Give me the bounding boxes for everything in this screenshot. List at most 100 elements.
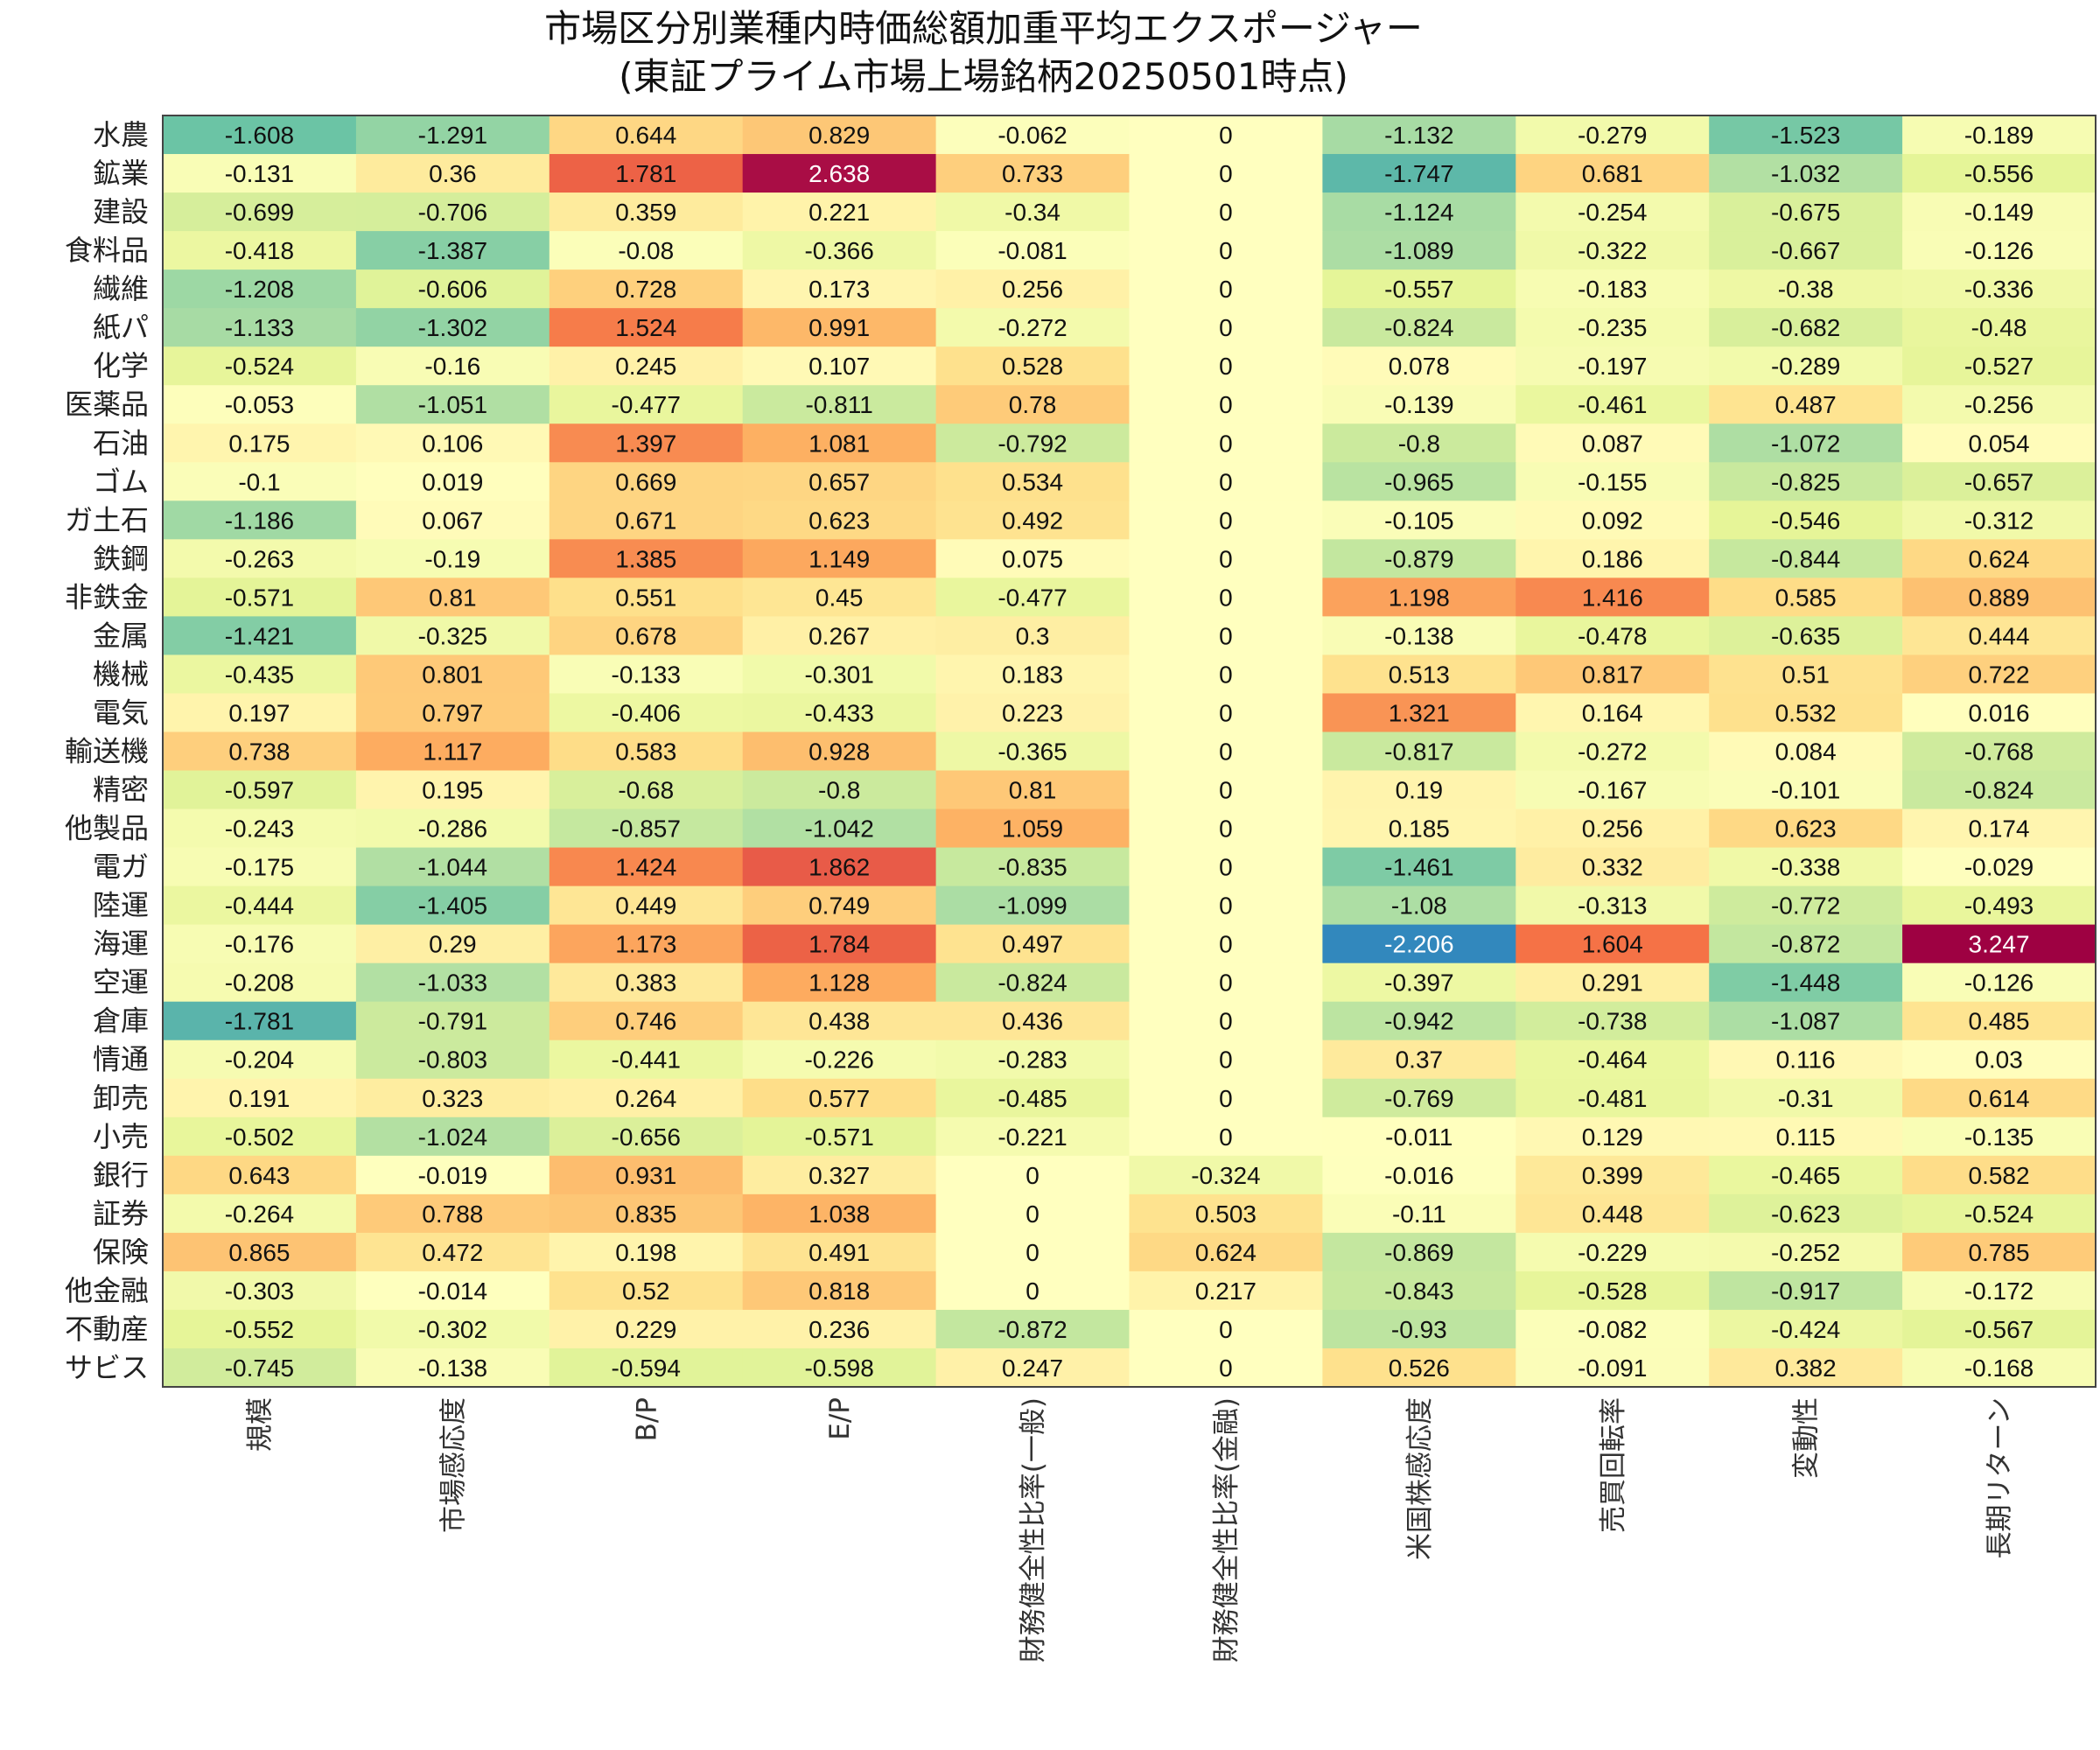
cell-value-label: 0.327 <box>808 1162 870 1189</box>
cell-value-label: -1.124 <box>1384 199 1453 226</box>
cell-value-label: -0.444 <box>225 892 294 920</box>
cell-value-label: -0.464 <box>1578 1046 1647 1074</box>
row-label: 情通 <box>93 1043 149 1076</box>
heatmap-cell <box>1322 116 1516 155</box>
cell-value-label: -0.433 <box>804 699 873 726</box>
heatmap-cell <box>742 500 937 540</box>
cell-value-label: 0.438 <box>808 1008 870 1035</box>
cell-value-label: 0.657 <box>808 468 870 495</box>
cell-value-label: 0.197 <box>228 699 290 726</box>
cell-value-label: 0.623 <box>808 507 870 534</box>
cell-value-label: 0.019 <box>422 468 483 495</box>
cell-value-label: -1.089 <box>1384 237 1453 264</box>
cell-value-label: -0.175 <box>225 854 294 881</box>
cell-value-label: 0.256 <box>1582 816 1643 843</box>
cell-value-label: -1.033 <box>418 970 487 997</box>
cell-value-label: -1.291 <box>418 122 487 149</box>
cell-value-label: -0.524 <box>1964 1200 2034 1228</box>
cell-value-label: -0.528 <box>1578 1278 1647 1305</box>
cell-value-label: -0.485 <box>998 1085 1067 1112</box>
cell-value-label: -0.477 <box>998 584 1067 611</box>
heatmap-cell <box>935 308 1130 347</box>
heatmap-cell <box>1516 616 1710 656</box>
row-label: 他製品 <box>65 812 149 845</box>
cell-value-label: -1.032 <box>1771 160 1840 187</box>
cell-value-label: -0.477 <box>612 391 681 418</box>
heatmap-cell <box>163 154 357 193</box>
row-label: 電気 <box>93 696 149 729</box>
heatmap-cell <box>355 1232 550 1272</box>
heatmap-cell <box>935 424 1130 463</box>
cell-value-label: 1.862 <box>808 854 870 881</box>
heatmap-cell <box>355 1001 550 1041</box>
cell-value-label: -0.325 <box>418 622 487 649</box>
heatmap-cell <box>1902 654 2096 695</box>
heatmap-cell <box>1322 578 1516 617</box>
heatmap-cell <box>1709 154 1903 193</box>
heatmap-cell <box>935 654 1130 695</box>
heatmap-cell <box>355 578 550 617</box>
heatmap-cell <box>1709 924 1903 964</box>
heatmap-cell <box>1902 924 2096 964</box>
heatmap-cell <box>1516 308 1710 347</box>
cell-value-label: -0.792 <box>998 430 1067 457</box>
heatmap-cell <box>1709 270 1903 309</box>
cell-value-label: 0 <box>1219 1008 1233 1035</box>
cell-value-label: 0 <box>1219 237 1233 264</box>
cell-value-label: -1.747 <box>1384 160 1453 187</box>
heatmap-cell <box>1709 231 1903 270</box>
cell-value-label: 0.78 <box>1009 391 1057 418</box>
cell-value-label: 1.385 <box>615 545 676 572</box>
heatmap-cell <box>742 808 937 849</box>
cell-value-label: 0.37 <box>1396 1046 1444 1074</box>
heatmap-cell <box>549 1116 744 1157</box>
heatmap-cell <box>1709 500 1903 540</box>
cell-value-label: -0.101 <box>1771 777 1840 804</box>
cell-value-label: -0.029 <box>1964 854 2034 881</box>
heatmap-cell <box>355 1116 550 1157</box>
cell-value-label: 0.067 <box>422 507 483 534</box>
row-label: 鉄鋼 <box>93 542 149 575</box>
heatmap-cell <box>1902 770 2096 810</box>
cell-value-label: 0.129 <box>1582 1124 1643 1151</box>
heatmap-cell <box>742 116 937 155</box>
heatmap-cell <box>1129 654 1323 695</box>
heatmap-cell <box>1129 462 1323 501</box>
heatmap-cell <box>1709 1348 1903 1388</box>
heatmap-cell <box>549 1309 744 1349</box>
cell-value-label: 0 <box>1219 970 1233 997</box>
column-label: 長期リターン <box>1984 1397 2016 1558</box>
heatmap-cell <box>1322 1232 1516 1272</box>
cell-value-label: -2.206 <box>1384 931 1453 958</box>
cell-value-label: 1.321 <box>1389 699 1450 726</box>
heatmap-cell <box>1902 231 2096 270</box>
heatmap-cell <box>1516 886 1710 926</box>
heatmap-cell <box>742 1078 937 1118</box>
heatmap-cell <box>1516 116 1710 155</box>
cell-value-label: 0.247 <box>1002 1354 1063 1382</box>
heatmap-cell <box>742 886 937 926</box>
heatmap-cell <box>1516 1078 1710 1118</box>
cell-value-label: 1.081 <box>808 430 870 457</box>
heatmap-cell <box>1322 346 1516 386</box>
cell-value-label: 0.173 <box>808 276 870 303</box>
cell-value-label: 3.247 <box>1969 931 2030 958</box>
column-label: 市場感応度 <box>438 1397 469 1533</box>
heatmap-cell <box>549 886 744 926</box>
heatmap-cell <box>742 1116 937 1157</box>
heatmap-cell <box>1322 693 1516 733</box>
heatmap-cell <box>935 732 1130 772</box>
heatmap-cell <box>355 424 550 463</box>
heatmap-cell <box>1129 886 1323 926</box>
cell-value-label: -0.19 <box>424 545 480 572</box>
cell-value-label: -0.272 <box>998 314 1067 341</box>
cell-value-label: -0.791 <box>418 1008 487 1035</box>
cell-value-label: -0.081 <box>998 237 1067 264</box>
heatmap-cell <box>742 962 937 1003</box>
cell-value-label: 0.534 <box>1002 468 1063 495</box>
heatmap-cell <box>1516 1232 1710 1272</box>
cell-value-label: -0.706 <box>418 199 487 226</box>
heatmap-cell <box>549 116 744 155</box>
cell-value-label: -0.053 <box>225 391 294 418</box>
